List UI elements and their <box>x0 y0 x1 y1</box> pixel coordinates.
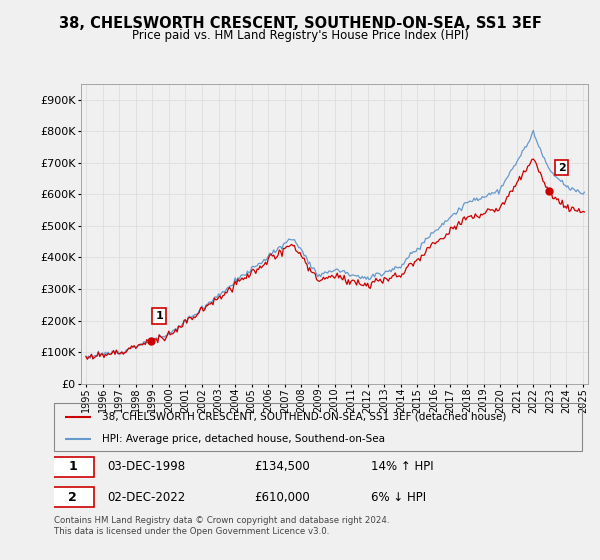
Text: 6% ↓ HPI: 6% ↓ HPI <box>371 491 426 503</box>
FancyBboxPatch shape <box>52 456 94 477</box>
Text: £610,000: £610,000 <box>254 491 310 503</box>
Text: 03-DEC-1998: 03-DEC-1998 <box>107 460 185 473</box>
Text: HPI: Average price, detached house, Southend-on-Sea: HPI: Average price, detached house, Sout… <box>101 434 385 444</box>
Text: 2: 2 <box>558 162 566 172</box>
Text: 2: 2 <box>68 491 77 503</box>
Text: 14% ↑ HPI: 14% ↑ HPI <box>371 460 433 473</box>
Text: Contains HM Land Registry data © Crown copyright and database right 2024.
This d: Contains HM Land Registry data © Crown c… <box>54 516 389 536</box>
FancyBboxPatch shape <box>52 487 94 507</box>
Text: Price paid vs. HM Land Registry's House Price Index (HPI): Price paid vs. HM Land Registry's House … <box>131 29 469 42</box>
Text: 38, CHELSWORTH CRESCENT, SOUTHEND-ON-SEA, SS1 3EF: 38, CHELSWORTH CRESCENT, SOUTHEND-ON-SEA… <box>59 16 541 31</box>
Text: £134,500: £134,500 <box>254 460 310 473</box>
Text: 38, CHELSWORTH CRESCENT, SOUTHEND-ON-SEA, SS1 3EF (detached house): 38, CHELSWORTH CRESCENT, SOUTHEND-ON-SEA… <box>101 412 506 422</box>
Text: 1: 1 <box>155 311 163 321</box>
Text: 02-DEC-2022: 02-DEC-2022 <box>107 491 185 503</box>
Text: 1: 1 <box>68 460 77 473</box>
